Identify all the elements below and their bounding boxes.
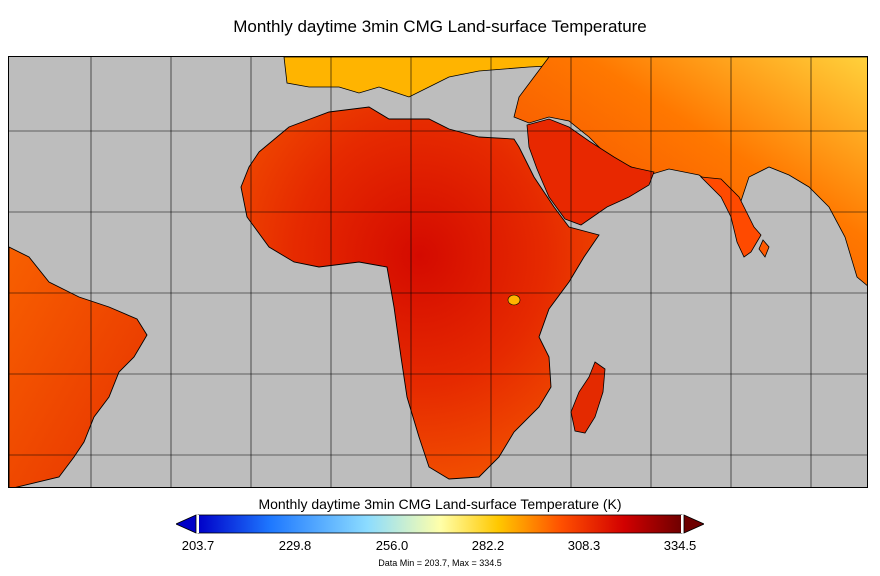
colorbar-tick-label-2: 256.0 [375,538,409,553]
colorbar-tick-label-1: 229.8 [278,538,312,553]
lake-victoria [507,294,521,306]
colorbar-tick-label-0: 203.7 [181,538,215,553]
colorbar-tick-label-4: 308.3 [567,538,601,553]
colorbar [176,514,704,534]
colorbar-title: Monthly daytime 3min CMG Land-surface Te… [258,496,622,512]
south-america-landmass [9,246,148,487]
map-panel [8,56,868,488]
graticule [9,57,867,487]
colorbar-tick-label-5: 334.5 [663,538,697,553]
colorbar-tick-label-3: 282.2 [471,538,505,553]
map-title: Monthly daytime 3min CMG Land-surface Te… [233,17,647,36]
colorbar-gradient [197,514,683,534]
arabian-peninsula [526,118,655,226]
sri-lanka [758,239,770,258]
map-svg [9,57,867,487]
colorbar-min-arrow [176,514,197,534]
colorbar-max-arrow [683,514,704,534]
data-range-footnote: Data Min = 203.7, Max = 334.5 [378,558,502,568]
madagascar [570,361,606,434]
